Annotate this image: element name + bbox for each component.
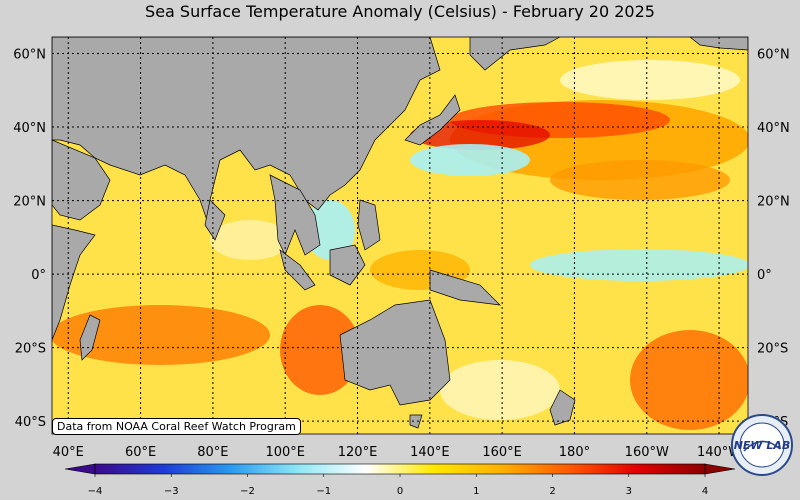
lon-label: 180°: [559, 445, 590, 460]
kamchatka-landmass: [469, 37, 561, 71]
lat-label-left: 60°N: [13, 48, 46, 63]
asia-landmass: [52, 37, 441, 236]
india-tip: [204, 199, 226, 241]
lat-label-left: 40°N: [13, 121, 46, 136]
colorbar-tick-label: −1: [316, 486, 331, 497]
lon-label: 40°E: [53, 445, 84, 460]
colorbar-tick-label: −4: [88, 486, 103, 497]
colorbar-tick-label: 0: [397, 486, 403, 497]
lat-label-left: 0°: [31, 268, 46, 283]
sumatra-landmass: [279, 249, 316, 291]
map-frame: [51, 36, 749, 435]
lon-label: 160°E: [482, 445, 522, 460]
lat-label-left: 20°N: [13, 195, 46, 210]
lab-logo[interactable]: NEW LAB: [730, 413, 794, 477]
africa-landmass: [52, 224, 96, 341]
madagascar-landmass: [79, 314, 101, 361]
lat-label-right: 40°N: [757, 121, 790, 136]
lon-label: 160°W: [625, 445, 669, 460]
land-masses: [52, 37, 748, 429]
lat-label-right: 20°S: [757, 342, 788, 357]
graticule: [52, 37, 748, 434]
colorbar-tick-label: −3: [164, 486, 179, 497]
lat-label-left: 20°S: [15, 342, 46, 357]
colorbar-tick-label: −2: [240, 486, 255, 497]
anomaly-patches: [52, 60, 748, 430]
lat-label-right: 0°: [757, 268, 772, 283]
lat-label-left: 40°S: [15, 415, 46, 430]
map-title: Sea Surface Temperature Anomaly (Celsius…: [145, 2, 655, 21]
lon-label: 100°E: [265, 445, 305, 460]
colorbar-ramp: [95, 464, 705, 474]
colorbar-tick-label: 1: [473, 486, 479, 497]
data-credit: Data from NOAA Coral Reef Watch Program: [52, 418, 301, 435]
longitude-labels: 40°E 60°E 80°E 100°E 120°E 140°E 160°E 180° 160°…: [53, 445, 742, 460]
tasmania-landmass: [409, 414, 423, 429]
philippines-landmass: [357, 199, 381, 251]
new-guinea-landmass: [429, 269, 501, 306]
lon-label: 140°W: [697, 445, 741, 460]
arabia-landmass: [52, 139, 111, 221]
lon-label: 140°E: [410, 445, 450, 460]
japan-landmass: [404, 94, 461, 146]
map-area: [52, 37, 748, 434]
lon-label: 80°E: [197, 445, 228, 460]
colorbar-tick-label: 2: [549, 486, 555, 497]
colorbar-min-arrow: [64, 463, 96, 475]
new-zealand-landmass: [549, 389, 576, 426]
lon-label: 60°E: [125, 445, 156, 460]
lon-label: 120°E: [338, 445, 378, 460]
indochina-landmass: [269, 174, 321, 256]
lat-label-right: 20°N: [757, 195, 790, 210]
australia-landmass: [339, 299, 451, 406]
borneo-landmass: [329, 244, 366, 286]
colorbar-tick-label: 3: [626, 486, 632, 497]
colorbar: −4 −3 −2 −1 0 1 2 3 4: [64, 463, 736, 497]
colorbar-tick-label: 4: [702, 486, 708, 497]
lat-label-right: 60°N: [757, 48, 790, 63]
logo-text: NEW LAB: [734, 439, 791, 452]
